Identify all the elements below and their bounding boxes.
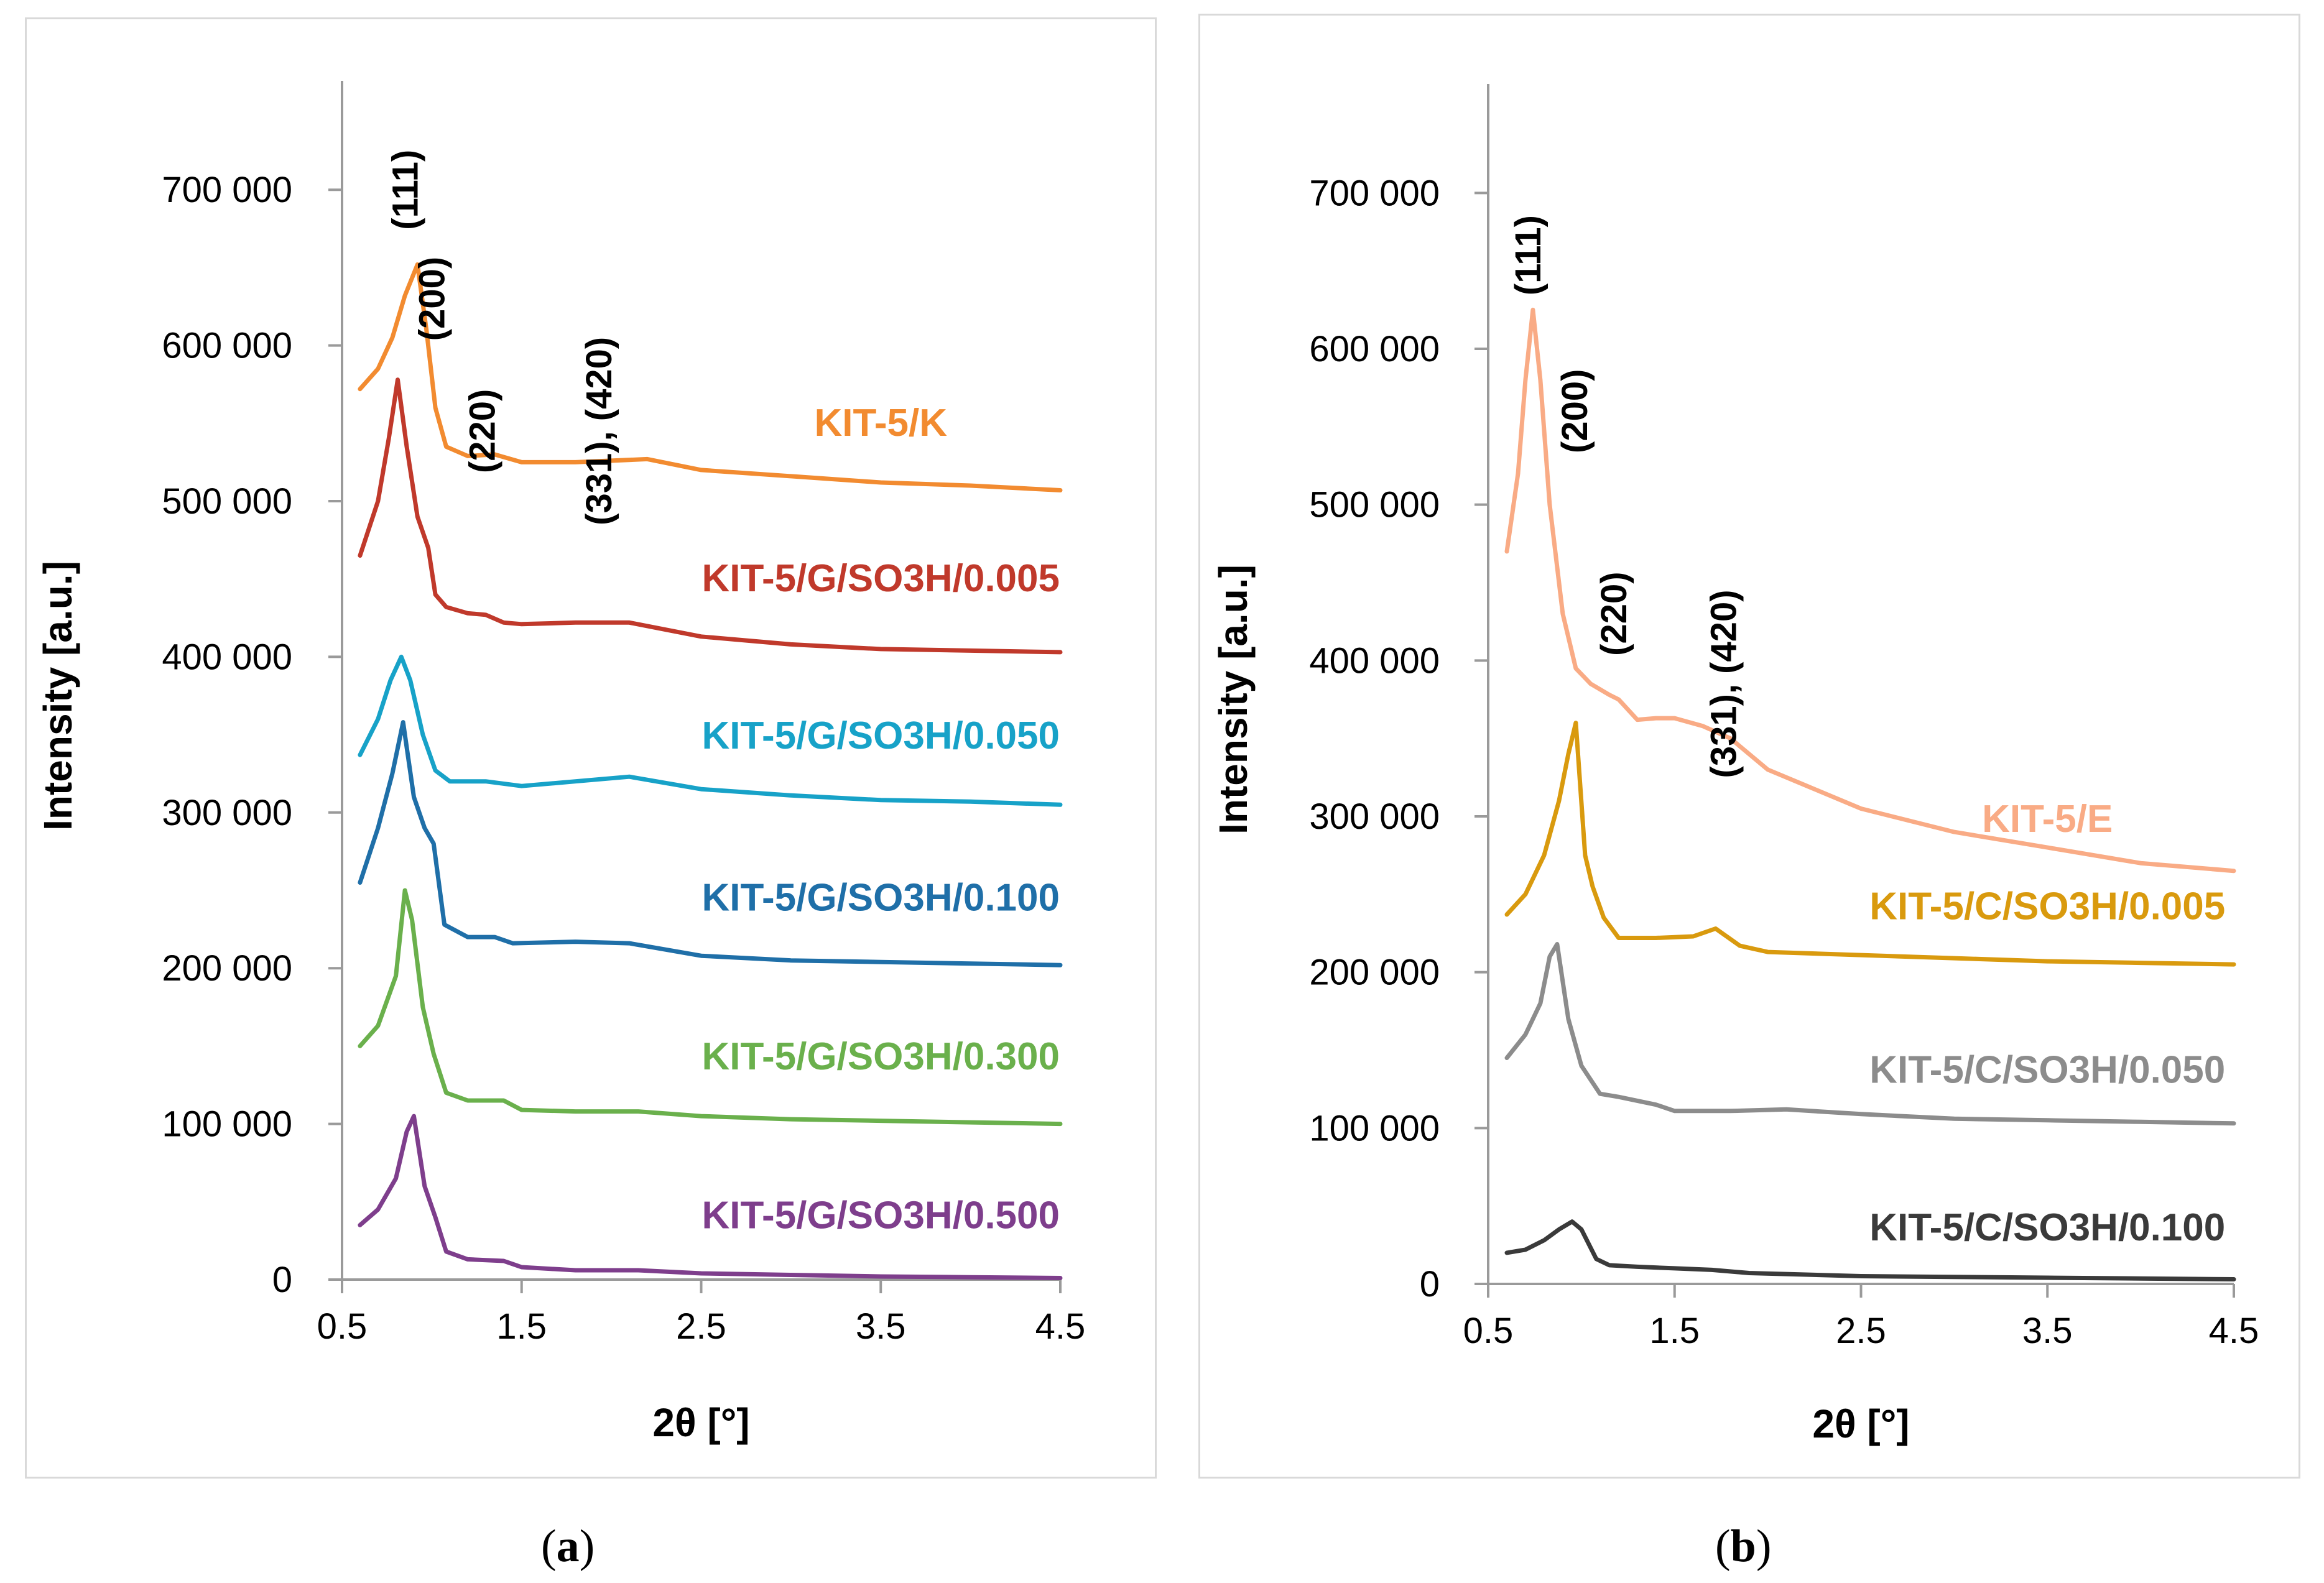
panel-a-y-tick-label: 500 000	[162, 481, 292, 522]
panel-a-y-tick-label: 100 000	[162, 1104, 292, 1145]
panel-b-peak-annotation: (220)	[1594, 571, 1634, 655]
panel-b-series-label: KIT-5/C/SO3H/0.050	[1869, 1049, 2225, 1092]
panel-b-x-tick-label: 0.5	[1463, 1311, 1514, 1351]
panel-a-y-tick-label: 200 000	[162, 948, 292, 989]
panel-a-series-label: KIT-5/G/SO3H/0.300	[702, 1035, 1060, 1078]
panel-b-y-tick-label: 300 000	[1309, 796, 1440, 837]
panel-b-peak-annotation: (331), (420)	[1704, 589, 1744, 778]
panel-a-x-axis-title: 2θ [°]	[652, 1400, 749, 1445]
panel-a-series-line	[358, 1114, 1063, 1280]
panel-a-series-line	[358, 377, 1063, 655]
caption-b-close: )	[1756, 1521, 1772, 1572]
panel-a-peak-annotation: (200)	[412, 257, 453, 341]
panel-b-x-tick-label: 3.5	[2022, 1311, 2073, 1351]
panel-a-y-axis-title: Intensity [a.u.]	[35, 561, 80, 831]
panel-a-series-label: KIT-5/G/SO3H/0.005	[702, 557, 1060, 600]
panel-b-x-tick-label: 1.5	[1649, 1311, 1700, 1351]
panel-b-x-axis-title: 2θ [°]	[1812, 1401, 1909, 1446]
panel-a-x-tick-label: 0.5	[317, 1306, 368, 1347]
caption-b-open: (	[1715, 1521, 1731, 1572]
panel-a-y-tick-label: 700 000	[162, 170, 292, 210]
panel-a-x-tick-label: 2.5	[676, 1306, 726, 1347]
panel-b-y-tick-label: 600 000	[1309, 329, 1440, 369]
panel-a-peak-annotation: (331), (420)	[579, 337, 619, 525]
panel-a-series-label: KIT-5/G/SO3H/0.100	[702, 877, 1060, 920]
panel-a-peak-annotation: (220)	[462, 389, 502, 473]
panel-b-series-line	[1504, 307, 2236, 874]
caption-a: (a)	[541, 1520, 595, 1573]
panel-a-x-tick-label: 1.5	[496, 1306, 547, 1347]
panel-b-series-line	[1504, 942, 2236, 1126]
panel-a-x-tick-label: 3.5	[856, 1306, 906, 1347]
panel-b-series-label: KIT-5/C/SO3H/0.100	[1869, 1206, 2225, 1249]
panel-a-x-tick-label: 4.5	[1035, 1306, 1086, 1347]
caption-a-letter: a	[556, 1521, 580, 1572]
panel-a-series-label: KIT-5/K	[814, 402, 947, 445]
panel-b-y-tick-label: 700 000	[1309, 173, 1440, 213]
caption-b-letter: b	[1730, 1521, 1756, 1572]
panel-a-series-line	[358, 262, 1063, 492]
panel-b-y-tick-label: 500 000	[1309, 485, 1440, 525]
panel-b-x-tick-label: 4.5	[2209, 1311, 2259, 1351]
panel-b-y-axis-title: Intensity [a.u.]	[1211, 565, 1256, 834]
panel-a-series-label: KIT-5/G/SO3H/0.500	[702, 1194, 1060, 1237]
panel-b-peak-annotation: (200)	[1555, 369, 1595, 453]
panel-b-peak-annotation: (111)	[1508, 215, 1549, 295]
panel-a-series-line	[358, 654, 1063, 807]
panel-a-y-tick-label: 600 000	[162, 326, 292, 366]
panel-b-y-tick-label: 0	[1420, 1264, 1440, 1304]
panel-b-frame	[1198, 14, 2300, 1479]
panel-a-series-line	[358, 720, 1063, 967]
panel-b-x-tick-label: 2.5	[1836, 1311, 1886, 1351]
caption-b: (b)	[1715, 1520, 1771, 1573]
panel-a-series-label: KIT-5/G/SO3H/0.050	[702, 714, 1060, 757]
panel-b-y-tick-label: 200 000	[1309, 953, 1440, 993]
panel-a-series-line	[358, 888, 1063, 1127]
panel-b-series-line	[1504, 721, 2236, 967]
caption-a-close: )	[579, 1521, 595, 1572]
caption-a-open: (	[541, 1521, 557, 1572]
panel-a-peak-annotation: (111)	[385, 150, 425, 230]
panel-b-series-line	[1504, 1219, 2236, 1281]
panel-b-series-label: KIT-5/C/SO3H/0.005	[1869, 885, 2225, 928]
panel-b-y-tick-label: 100 000	[1309, 1108, 1440, 1148]
panel-a-frame	[25, 17, 1157, 1479]
panel-a-y-tick-label: 0	[272, 1260, 292, 1300]
panel-a-y-tick-label: 400 000	[162, 637, 292, 677]
panel-b-series-label: KIT-5/E	[1982, 798, 2113, 841]
panel-a-y-tick-label: 300 000	[162, 793, 292, 833]
panel-b-y-tick-label: 400 000	[1309, 640, 1440, 681]
